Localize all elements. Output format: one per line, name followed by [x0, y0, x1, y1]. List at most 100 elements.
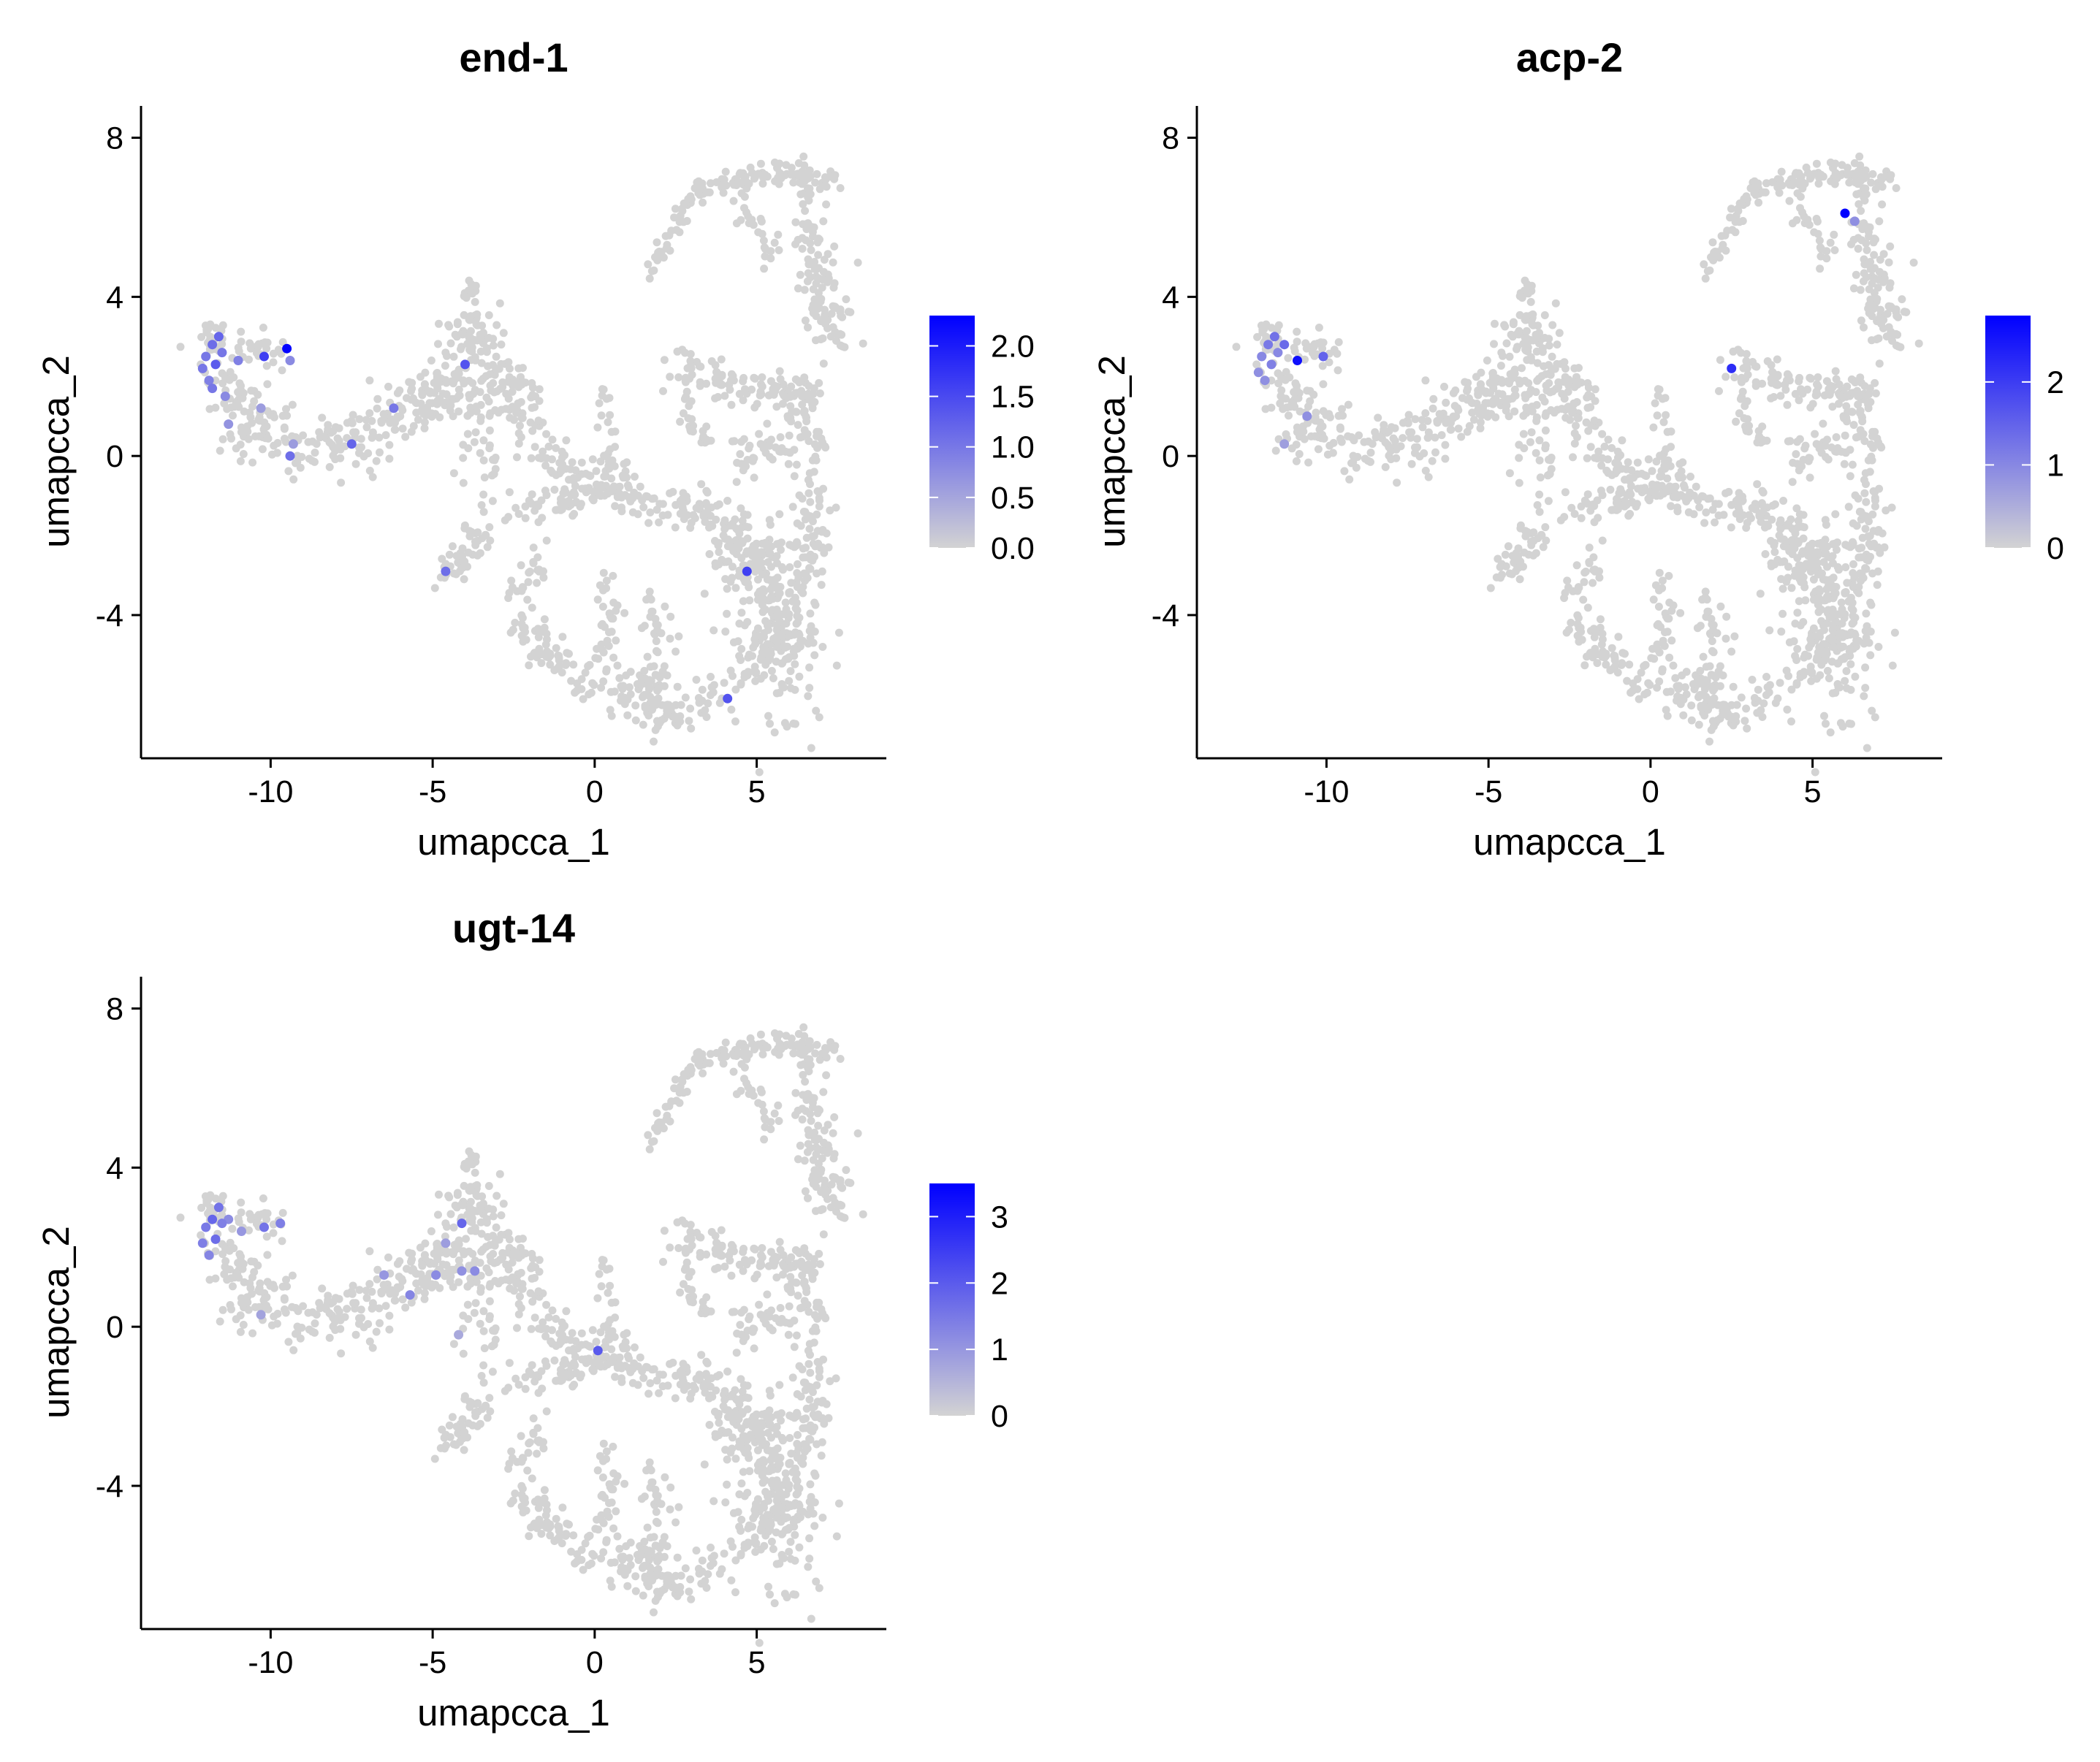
cell-point: [226, 367, 235, 376]
cell-point: [1849, 519, 1857, 527]
cell-point: [628, 1365, 637, 1373]
cell-point: [749, 643, 758, 652]
cell-point: [1570, 429, 1579, 438]
cell-point: [1792, 450, 1800, 459]
cell-point: [639, 692, 647, 701]
cell-point: [672, 647, 680, 656]
cell-point: [1581, 568, 1590, 576]
cell-point: [560, 489, 568, 497]
cell-point: [448, 1413, 457, 1422]
cell-point: [1322, 411, 1331, 419]
cell-point: [490, 1327, 499, 1335]
cell-point: [1848, 460, 1857, 469]
cell-point: [1784, 573, 1792, 582]
cell-point: [784, 631, 793, 640]
cell-point: [1831, 367, 1840, 375]
cell-point: [1809, 624, 1818, 633]
cell-point: [463, 411, 472, 420]
cell-point: [390, 1296, 399, 1305]
cell-point: [568, 1329, 577, 1338]
cell-point: [659, 386, 667, 395]
cell-point: [1876, 442, 1885, 451]
cell-point: [1496, 562, 1504, 571]
cell-point: [1773, 372, 1782, 381]
cell-point: [817, 581, 826, 590]
cell-point: [296, 1334, 305, 1343]
cell-point: [728, 671, 737, 680]
cell-point: [397, 404, 406, 413]
cell-point: [1894, 313, 1903, 321]
cell-point: [801, 207, 810, 216]
cell-point: [1285, 411, 1293, 420]
cell-point: [1541, 444, 1550, 453]
cell-point: [484, 311, 493, 319]
cell-point: [1352, 463, 1361, 472]
cell-point: [239, 389, 248, 397]
cell-point: [1610, 654, 1619, 663]
cell-point: [590, 681, 598, 690]
cell-point: [311, 449, 319, 457]
cell-point: [511, 1490, 520, 1498]
cell-point: [525, 661, 533, 670]
cell-point: [1421, 409, 1430, 418]
cell-point: [1290, 403, 1299, 411]
cell-point: [471, 1408, 479, 1416]
cell-point: [372, 1327, 381, 1336]
cell-point: [1577, 514, 1586, 522]
cell-point: [1854, 400, 1863, 409]
cell-point: [1755, 511, 1764, 519]
cell-point: [465, 276, 473, 285]
cell-point: [476, 1218, 485, 1227]
cell-point: [1734, 495, 1743, 503]
cell-point: [1658, 576, 1667, 585]
cell-point: [458, 1201, 467, 1210]
cell-point: [1491, 413, 1500, 422]
cell-point: [1583, 454, 1591, 462]
cell-point: [1846, 660, 1855, 668]
cell-point: [533, 553, 542, 562]
cell-point: [1679, 711, 1688, 720]
cell-point: [602, 584, 611, 592]
expressing-cell-point: [1293, 356, 1302, 365]
cell-point: [1498, 378, 1507, 387]
cell-point: [235, 1218, 243, 1227]
cell-point: [1820, 712, 1828, 720]
cell-point: [438, 1260, 447, 1269]
cell-point: [458, 330, 467, 339]
cell-point: [250, 1267, 259, 1276]
cell-point: [1532, 449, 1540, 457]
cell-point: [1846, 472, 1854, 481]
cell-point: [255, 413, 264, 422]
cell-point: [1570, 439, 1579, 448]
cell-point: [543, 647, 552, 656]
cell-point: [620, 609, 629, 617]
cell-point: [559, 1370, 567, 1379]
cell-point: [247, 1257, 256, 1266]
cell-point: [1886, 242, 1895, 251]
cell-point: [1519, 430, 1528, 438]
cell-point: [262, 344, 271, 353]
cell-point: [533, 579, 541, 587]
cell-point: [1665, 653, 1674, 662]
cell-point: [1604, 435, 1613, 444]
cell-point: [381, 431, 390, 440]
cell-point: [793, 519, 802, 527]
cell-point: [1784, 372, 1793, 381]
cell-point: [613, 1532, 622, 1541]
cell-point: [778, 400, 787, 408]
cell-point: [1892, 305, 1901, 314]
cell-point: [678, 495, 687, 503]
cell-point: [818, 643, 827, 651]
cell-point: [1816, 587, 1824, 596]
cell-point: [484, 1205, 493, 1213]
cell-point: [653, 238, 661, 247]
cell-point: [488, 497, 497, 506]
cell-point: [1874, 526, 1883, 534]
cell-point: [1834, 400, 1843, 408]
cell-point: [604, 1360, 612, 1369]
cell-point: [827, 310, 836, 318]
cell-point: [678, 503, 687, 512]
cell-point: [1852, 270, 1860, 279]
cell-point: [1282, 403, 1291, 412]
cell-point: [506, 365, 514, 373]
